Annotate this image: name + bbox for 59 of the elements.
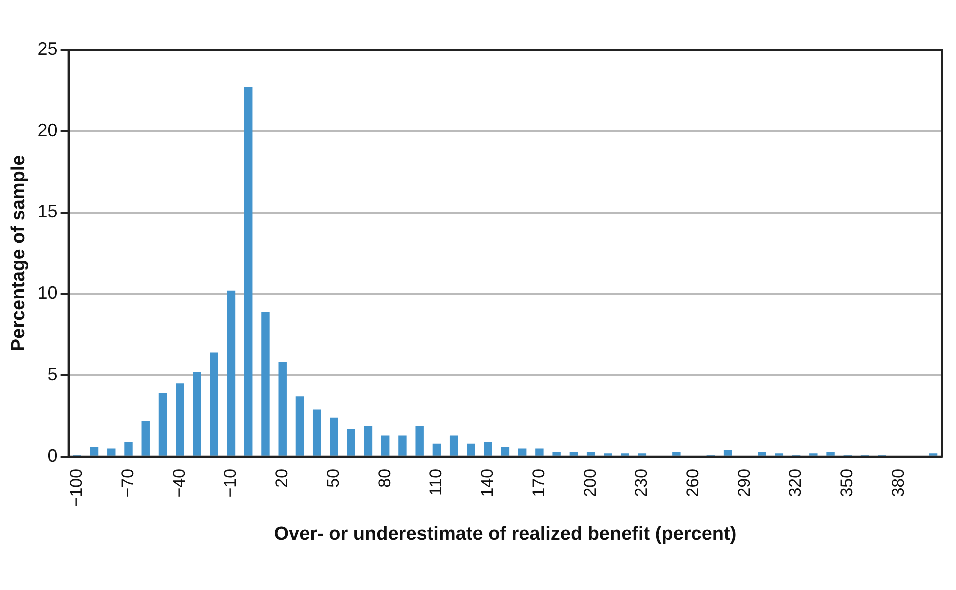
- bar: [381, 436, 390, 456]
- bar: [467, 444, 476, 456]
- bar: [570, 452, 578, 456]
- x-tick-label: 140: [478, 468, 498, 498]
- bar: [536, 448, 544, 456]
- bar: [432, 444, 442, 456]
- x-tick-label: 110: [426, 468, 446, 496]
- x-tick-label: −100: [67, 468, 86, 508]
- bar: [586, 452, 596, 456]
- bar: [398, 436, 407, 456]
- x-tick-label: 320: [786, 468, 806, 498]
- x-tick-label: 290: [734, 468, 754, 498]
- bar: [552, 452, 561, 456]
- bar: [124, 442, 133, 456]
- bar: [108, 448, 116, 456]
- x-tick-label: 170: [529, 468, 548, 498]
- x-tick-label: 230: [632, 468, 652, 498]
- bar: [724, 450, 732, 456]
- bar: [826, 452, 835, 456]
- bar: [330, 418, 338, 456]
- x-tick-label: −40: [170, 468, 189, 498]
- x-tick-label: 80: [375, 468, 394, 488]
- x-axis-title: Over- or underestimate of realized benefit (percent): [274, 524, 737, 545]
- bar: [364, 426, 373, 456]
- bar: [312, 410, 322, 456]
- x-tick-label: 20: [272, 468, 292, 488]
- x-tick-label: 260: [683, 468, 702, 498]
- bar: [176, 384, 184, 456]
- bar: [142, 421, 150, 456]
- y-tick-label: 20: [38, 120, 58, 140]
- bar: [278, 362, 287, 456]
- x-tick-label: 380: [888, 468, 908, 498]
- bar: [347, 429, 356, 456]
- y-tick-label: 0: [48, 446, 58, 466]
- bar: [501, 447, 510, 456]
- y-tick-label: 10: [38, 283, 58, 304]
- bar: [193, 372, 202, 456]
- bar: [210, 352, 218, 456]
- y-tick-label: 5: [48, 364, 58, 384]
- x-tick-label: 350: [838, 468, 857, 498]
- bar: [416, 426, 424, 456]
- bar: [484, 442, 492, 456]
- bar: [672, 452, 681, 456]
- x-tick-label: 200: [580, 468, 600, 498]
- x-tick-label: 50: [324, 468, 343, 488]
- x-tick-label: −70: [118, 468, 138, 498]
- bar: [450, 436, 458, 456]
- bar: [227, 290, 236, 456]
- bar: [262, 312, 270, 456]
- bar: [518, 448, 527, 456]
- bar: [244, 87, 253, 456]
- bar: [158, 393, 168, 456]
- y-tick-label: 15: [38, 202, 58, 222]
- x-tick-label: −10: [221, 468, 240, 498]
- y-axis-title: Percentage of sample: [8, 155, 30, 352]
- y-tick-label: 25: [38, 38, 58, 59]
- bar: [758, 452, 766, 456]
- bar: [296, 396, 304, 456]
- bar: [90, 447, 99, 456]
